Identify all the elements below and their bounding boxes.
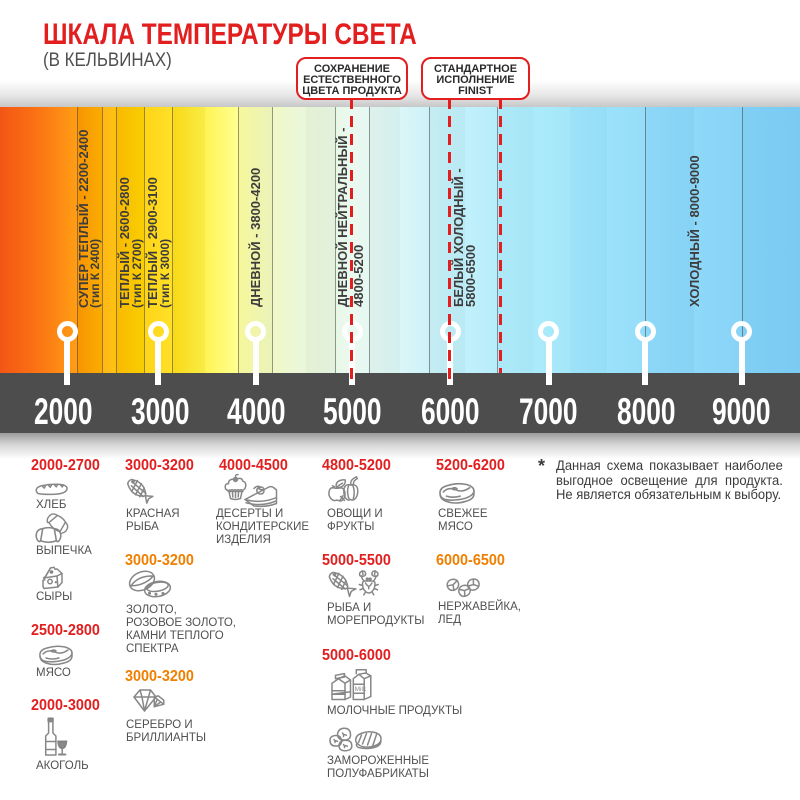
svg-text:Milk: Milk [355,686,367,693]
